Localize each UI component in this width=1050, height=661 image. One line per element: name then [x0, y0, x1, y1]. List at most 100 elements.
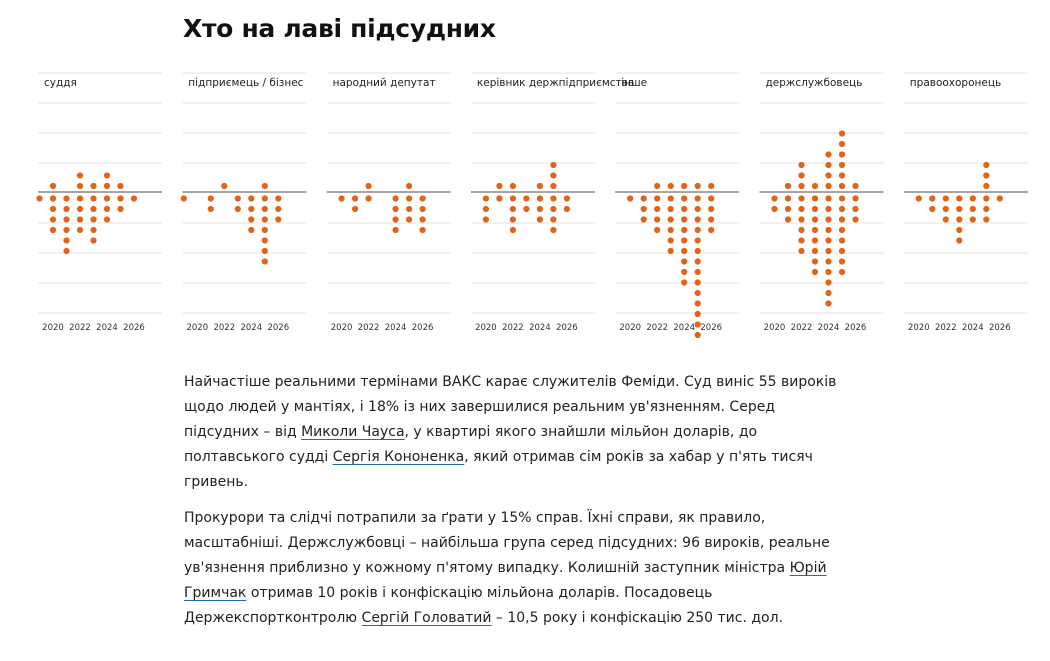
dot	[496, 195, 503, 202]
dot	[838, 195, 846, 202]
dot	[694, 237, 701, 244]
dot	[103, 182, 111, 190]
dot	[352, 205, 359, 213]
dot	[261, 182, 268, 190]
dot	[929, 195, 936, 202]
dot	[261, 226, 268, 234]
panel-title: держслужбовець	[766, 77, 863, 89]
link-serhii-kononenko[interactable]: Сергія Кононенка	[332, 449, 465, 465]
dot	[406, 216, 413, 223]
dot	[852, 216, 859, 223]
dot	[694, 310, 701, 318]
dot	[681, 216, 688, 223]
dot	[708, 182, 715, 190]
dot	[811, 268, 819, 276]
dot	[838, 161, 846, 169]
dot	[550, 216, 557, 223]
dot	[509, 205, 516, 213]
link-serhii-holovatyi[interactable]: Сергій Головатий	[361, 610, 492, 626]
x-tick-label: 2022	[935, 323, 957, 333]
dot	[798, 247, 805, 255]
dot	[419, 216, 426, 223]
dot	[784, 216, 792, 223]
dot	[825, 247, 832, 255]
link-mykola-chaus[interactable]: Миколи Чауса	[301, 424, 405, 440]
dot	[406, 195, 413, 202]
dot	[929, 205, 936, 213]
x-tick-label: 2022	[358, 323, 380, 333]
dot	[103, 172, 111, 179]
dot	[983, 205, 990, 213]
x-tick-label: 2024	[673, 323, 695, 333]
panel-title: інше	[621, 77, 647, 89]
x-tick-label: 2024	[962, 323, 984, 333]
dot	[942, 205, 949, 213]
dot	[130, 195, 138, 202]
x-tick-label: 2020	[331, 323, 353, 333]
dot	[207, 195, 214, 202]
dot	[983, 172, 990, 179]
dot	[667, 195, 674, 202]
dot	[90, 205, 97, 213]
x-tick-label: 2026	[412, 323, 434, 333]
panel-title: суддя	[44, 77, 77, 89]
dot	[956, 237, 963, 244]
dot	[550, 161, 557, 169]
dot	[90, 182, 97, 190]
dot	[261, 247, 268, 255]
dot	[825, 279, 832, 286]
dot	[275, 195, 282, 202]
dot	[681, 268, 688, 276]
dot	[654, 216, 661, 223]
dot	[640, 195, 647, 202]
dot	[838, 216, 846, 223]
dot	[694, 182, 701, 190]
dot	[838, 172, 846, 179]
dot	[654, 205, 661, 213]
dot	[419, 195, 426, 202]
dot	[509, 182, 516, 190]
dot	[248, 195, 255, 202]
dot	[654, 226, 661, 234]
dot	[76, 182, 84, 190]
dot	[825, 289, 832, 297]
dot	[117, 195, 124, 202]
x-tick-label: 2022	[502, 323, 524, 333]
dot	[811, 237, 819, 244]
x-tick-label: 2024	[240, 323, 262, 333]
x-tick-label: 2026	[700, 323, 722, 333]
dot	[496, 182, 503, 190]
dot	[825, 195, 832, 202]
dot	[550, 226, 557, 234]
dot	[956, 216, 963, 223]
dot	[654, 182, 661, 190]
dot	[798, 216, 805, 223]
x-tick-label: 2024	[96, 323, 118, 333]
dot	[275, 216, 282, 223]
dot	[825, 172, 832, 179]
page-title: Хто на лаві підсудних	[183, 14, 496, 43]
dot	[406, 205, 413, 213]
dot	[49, 226, 57, 234]
dot	[798, 195, 805, 202]
link-yurii-hrymchak[interactable]: Юрій Гримчак	[184, 560, 827, 601]
dot	[117, 182, 124, 190]
dot	[852, 205, 859, 213]
dot	[838, 258, 846, 265]
dot	[392, 205, 399, 213]
dot	[207, 205, 214, 213]
dot	[234, 205, 241, 213]
panel-title: правоохоронець	[910, 77, 1001, 89]
dot	[694, 247, 701, 255]
dot	[352, 195, 359, 202]
dot	[90, 216, 97, 223]
panel-title: підприємець / бізнес	[188, 77, 303, 89]
dot	[811, 205, 819, 213]
x-tick-label: 2024	[818, 323, 840, 333]
dot	[509, 216, 516, 223]
dot	[536, 182, 544, 190]
paragraph-prosecutors: Прокурори та слідчі потрапили за ґрати у…	[184, 506, 844, 631]
dot	[838, 247, 846, 255]
dot	[49, 182, 57, 190]
x-tick-label: 2024	[385, 323, 407, 333]
